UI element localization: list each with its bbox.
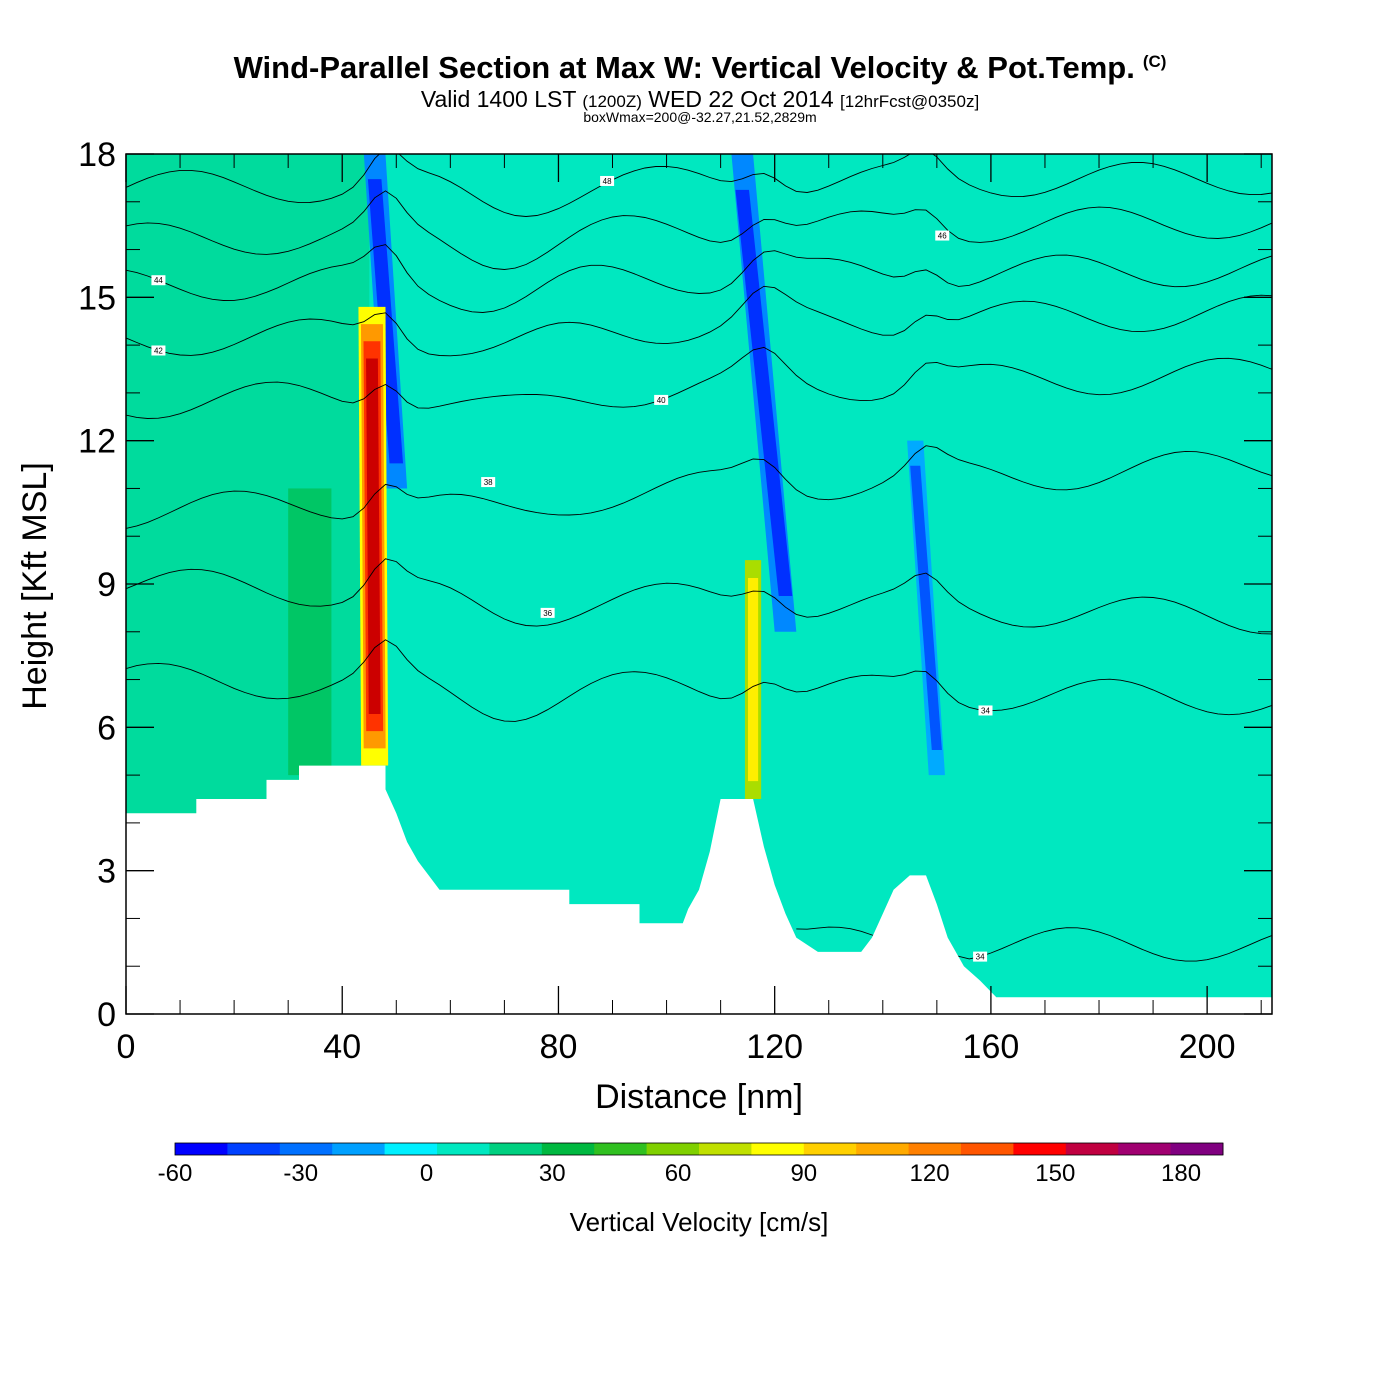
- subtitle-date: WED 22 Oct 2014: [648, 86, 834, 112]
- terrain-layer: [126, 765, 1272, 1014]
- theta-contour-40-4: [126, 346, 1272, 419]
- subtitle-forecast: [12hrFcst@0350z]: [840, 92, 980, 111]
- box-wmax-annotation: boxWmax=200@-32.27,21.52,2829m: [583, 109, 817, 125]
- copyright-mark: (C): [1142, 51, 1167, 71]
- theta-contour-48-0: [126, 154, 1272, 217]
- x-tick-label-4: 160: [963, 1028, 1020, 1066]
- theta-label-3: 42: [154, 346, 163, 355]
- colorbar-swatch-12: [803, 1143, 857, 1155]
- theta-label-7: 34: [981, 706, 990, 715]
- theta-label-box-3: [151, 345, 166, 356]
- subtitle-valid: Valid 1400 LST: [420, 86, 576, 112]
- theta-contour-layer: 48 46 44 42 40 38 36 34 34: [126, 154, 1272, 962]
- y-tick-label-3: 9: [97, 566, 116, 604]
- colorbar-swatch-13: [856, 1143, 910, 1155]
- y-tick-label-1: 3: [97, 853, 116, 891]
- chart-subtitle: Valid 1400 LST (1200Z) WED 22 Oct 2014 […: [0, 86, 1400, 113]
- y-tick-label-2: 6: [97, 709, 116, 747]
- theta-label-box-8: [973, 951, 988, 962]
- theta-label-box-1: [935, 230, 950, 241]
- colorbar-swatch-8: [594, 1143, 648, 1155]
- x-tick-label-1: 40: [323, 1028, 361, 1066]
- y-axis-label: Height [Kft MSL]: [16, 462, 54, 710]
- colorbar-swatch-18: [1118, 1143, 1172, 1155]
- y-tick-label-4: 12: [78, 423, 116, 461]
- theta-contour-36-6: [126, 558, 1272, 635]
- colorbar-swatch-10: [699, 1143, 752, 1155]
- theta-contour-44-2: [126, 244, 1272, 313]
- theta-label-1: 46: [938, 232, 947, 241]
- colorbar-label-2: 0: [420, 1160, 433, 1187]
- colorbar-swatch-0: [175, 1143, 228, 1155]
- theta-label-5: 38: [484, 478, 493, 487]
- colorbar-label-7: 150: [1035, 1160, 1075, 1187]
- colorbar-swatch-14: [908, 1143, 962, 1155]
- y-tick-label-0: 0: [97, 996, 116, 1034]
- colorbar-swatch-9: [646, 1143, 700, 1155]
- colorbar-label-3: 30: [539, 1160, 566, 1187]
- colorbar: -60 -30 0 30 60 90 120 150 180: [158, 1142, 1224, 1187]
- velocity-band-updraft-3-1: [747, 578, 759, 782]
- theta-label-box-5: [481, 477, 496, 488]
- theta-contour-46-1: [126, 190, 1272, 270]
- colorbar-swatch-19: [1170, 1143, 1224, 1155]
- colorbar-swatch-4: [384, 1143, 438, 1155]
- colorbar-swatch-7: [541, 1143, 595, 1155]
- theta-contour-34-7: [126, 639, 1272, 722]
- x-tick-label-0: 0: [117, 1028, 136, 1066]
- colorbar-label-8: 180: [1161, 1160, 1201, 1187]
- colorbar-label-0: -60: [158, 1160, 193, 1187]
- colorbar-label-5: 90: [790, 1160, 817, 1187]
- moderate-updraft-region: [288, 488, 332, 776]
- theta-label-box-6: [540, 607, 555, 618]
- y-tick-label-5: 15: [78, 279, 116, 317]
- theta-label-4: 40: [657, 396, 666, 405]
- theta-label-box-7: [978, 705, 993, 716]
- subtitle-utc: (1200Z): [582, 92, 642, 111]
- theta-contour-38-5: [126, 445, 1272, 529]
- chart-title-text: Wind-Parallel Section at Max W: Vertical…: [233, 50, 1135, 85]
- theta-label-2: 44: [154, 276, 163, 285]
- colorbar-swatch-2: [279, 1143, 333, 1155]
- theta-label-0: 48: [603, 177, 612, 186]
- weak-updraft-region: [126, 154, 370, 823]
- colorbar-swatch-17: [1065, 1143, 1119, 1155]
- colorbar-swatch-5: [437, 1143, 490, 1155]
- terrain-mask: [126, 765, 1272, 1014]
- y-tick-label-6: 18: [78, 136, 116, 174]
- theta-contour-42-3: [126, 285, 1272, 357]
- x-tick-label-3: 120: [746, 1028, 803, 1066]
- colorbar-swatch-1: [227, 1143, 281, 1155]
- theta-label-box-0: [600, 175, 615, 186]
- colorbar-label-4: 60: [665, 1160, 692, 1187]
- x-axis-label: Distance [nm]: [595, 1078, 803, 1116]
- velocity-band-updraft-1-3: [366, 358, 381, 714]
- theta-contour-34-8: [796, 926, 1272, 962]
- colorbar-title: Vertical Velocity [cm/s]: [570, 1207, 829, 1237]
- colorbar-swatch-11: [751, 1143, 805, 1155]
- colorbar-swatch-6: [489, 1143, 543, 1155]
- theta-label-8: 34: [976, 953, 985, 962]
- x-tick-label-5: 200: [1179, 1028, 1236, 1066]
- colorbar-swatch-3: [332, 1143, 386, 1155]
- theta-label-6: 36: [543, 609, 552, 618]
- colorbar-swatch-16: [1013, 1143, 1067, 1155]
- colorbar-label-1: -30: [283, 1160, 318, 1187]
- x-tick-label-2: 80: [540, 1028, 578, 1066]
- colorbar-frame: [174, 1142, 1224, 1156]
- chart-title: Wind-Parallel Section at Max W: Vertical…: [0, 50, 1400, 86]
- colorbar-swatch-15: [961, 1143, 1014, 1155]
- colorbar-label-6: 120: [910, 1160, 950, 1187]
- theta-label-box-4: [654, 394, 669, 405]
- theta-label-box-2: [151, 275, 166, 286]
- velocity-band-downdraft-2-1: [735, 189, 793, 596]
